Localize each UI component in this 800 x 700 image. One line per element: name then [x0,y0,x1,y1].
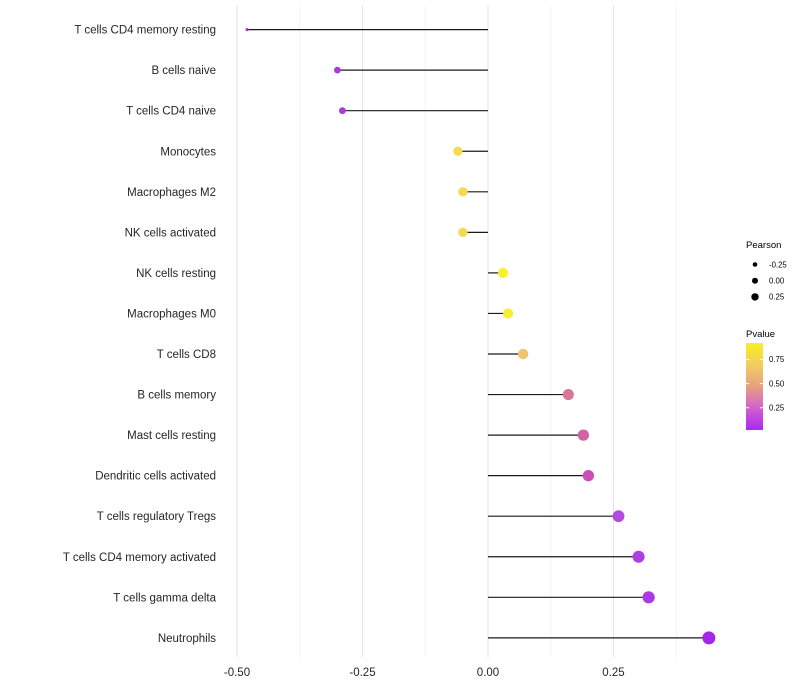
size-legend-title: Pearson [746,240,781,251]
y-axis-label: Neutrophils [158,633,216,645]
y-axis-label: NK cells activated [125,227,216,239]
size-legend-label: -0.25 [769,260,787,269]
y-axis-label: B cells memory [137,390,216,402]
pearson-dot [582,469,595,482]
pearson-dot [334,66,341,74]
y-axis-label: Macrophages M0 [127,308,216,320]
y-axis-label: T cells regulatory Tregs [97,511,217,523]
pearson-dot [453,146,463,156]
size-legend-dot [752,277,758,284]
y-axis-label: T cells gamma delta [113,592,216,604]
x-tick-label: 0.25 [602,667,624,679]
x-tick-label: 0.00 [477,667,499,679]
pearson-dot [577,429,590,441]
pearson-dot [562,389,574,401]
pearson-dot [517,348,529,360]
pearson-dot [632,550,645,563]
pearson-dot [245,28,249,32]
y-axis-label: Macrophages M2 [127,187,216,199]
y-axis-label: T cells CD4 memory activated [63,552,216,564]
y-axis-label: Dendritic cells activated [95,471,216,483]
pearson-dot [458,227,468,238]
x-tick-label: -0.50 [224,667,250,679]
y-axis-label: T cells CD4 memory resting [74,25,216,37]
x-tick-label: -0.25 [349,667,375,679]
size-legend-label: 0.00 [769,277,785,286]
pearson-dot [503,308,514,319]
y-axis-label: NK cells resting [136,268,216,280]
pvalue-tick-label: 0.50 [769,379,785,388]
pvalue-tick-label: 0.75 [769,355,785,364]
color-legend-title: Pvalue [746,329,775,340]
pvalue-tick-label: 0.25 [769,404,785,413]
y-axis-label: Monocytes [160,146,216,158]
pvalue-gradient-bar [746,343,763,430]
y-axis-label: T cells CD4 naive [126,106,216,118]
size-legend-dot [751,293,759,301]
size-legend-label: 0.25 [769,293,785,302]
pearson-dot [612,510,625,523]
pearson-dot [498,267,509,278]
y-axis-label: Mast cells resting [127,430,216,442]
size-legend-dot [752,262,758,267]
pearson-dot [458,187,468,197]
pearson-dot [702,631,716,645]
y-axis-label: T cells CD8 [157,349,216,361]
pearson-dot [339,107,346,115]
pearson-dot [642,591,655,604]
y-axis-label: B cells naive [151,65,216,77]
